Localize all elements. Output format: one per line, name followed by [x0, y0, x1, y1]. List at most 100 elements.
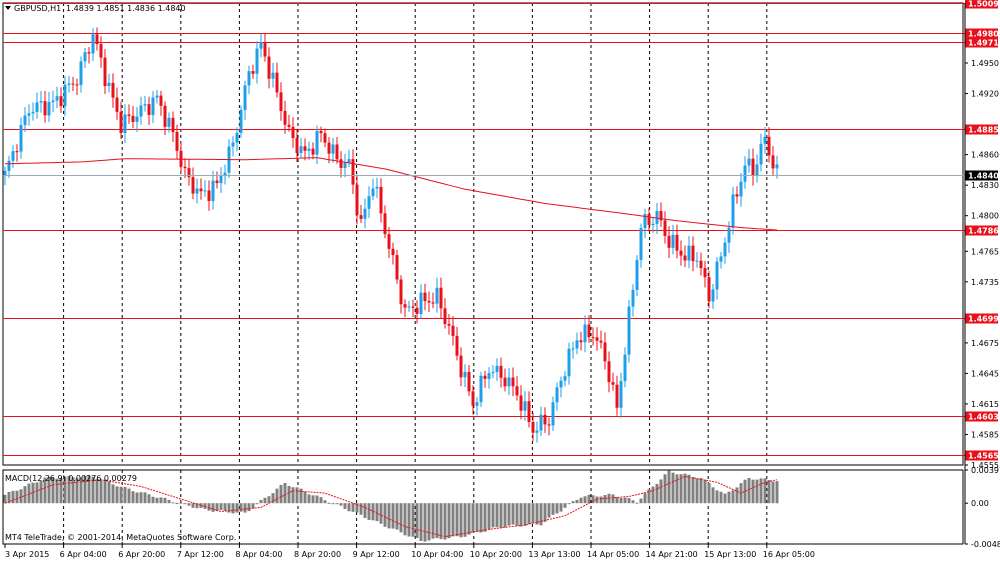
candle-body [207, 190, 211, 201]
macd-bar [171, 502, 175, 504]
candle-body [395, 255, 399, 280]
candle-body [515, 386, 519, 396]
level-tag [965, 450, 998, 461]
macd-bar [287, 485, 291, 504]
macd-bar [431, 503, 435, 539]
macd-bar [603, 494, 607, 504]
current-price-tag [965, 170, 998, 181]
price-axis[interactable]: 1.4950 1.4920 1.4860 1.4830 1.4800 1.4765 1.47… [964, 3, 999, 544]
level-tag [965, 313, 998, 324]
macd-bar [63, 476, 67, 504]
price-tick-label: 1.4800 [971, 212, 999, 221]
candle-body [347, 159, 351, 163]
macd-bar [119, 486, 123, 504]
candle-body [643, 214, 647, 229]
macd-bar [551, 503, 555, 515]
macd-bar [207, 503, 211, 511]
candle-body [451, 325, 455, 336]
candle-body [755, 164, 759, 176]
macd-bar [123, 486, 127, 504]
macd-bar [243, 503, 247, 513]
macd-bar [159, 497, 163, 504]
macd-bar [295, 487, 299, 504]
candle-body [631, 289, 635, 307]
candle-body [739, 181, 743, 197]
candle-body [583, 324, 587, 343]
macd-bar [67, 476, 71, 504]
triangle-down-icon[interactable] [5, 6, 11, 10]
candle-body [687, 245, 691, 261]
candle-body [711, 289, 715, 302]
macd-bar [719, 491, 723, 504]
candle-body [55, 96, 59, 101]
candle-body [123, 114, 127, 134]
copyright-text: MT4 TeleTrade, © 2001-2014, MetaQuotes S… [5, 533, 236, 542]
macd-bar [631, 500, 635, 504]
macd-bar [199, 503, 203, 508]
candle-body [351, 159, 355, 185]
macd-bar [155, 497, 159, 504]
candle-body [751, 158, 755, 176]
macd-bar [771, 481, 775, 504]
macd-bar [479, 503, 483, 533]
candle-body [99, 44, 103, 58]
macd-bar [667, 470, 671, 504]
candle-body [243, 85, 247, 110]
candle-body [667, 235, 671, 248]
candle-body [655, 210, 659, 224]
macd-bar [231, 503, 235, 514]
macd-bar [51, 477, 55, 504]
ohlc-readout: 1.4839 1.4851 1.4836 1.4840 [66, 4, 186, 13]
time-tick-label: 6 Apr 20:00 [118, 550, 165, 559]
price-tick-label: 1.4950 [971, 59, 999, 68]
candle-body [95, 34, 99, 45]
macd-bar [35, 482, 39, 504]
macd-bar [659, 479, 663, 504]
candle-body [611, 382, 615, 385]
macd-axis: 0.00397 0.00 -0.00488 [965, 466, 1000, 549]
macd-bar [327, 502, 331, 504]
macd-bar [255, 503, 259, 505]
candle-body [391, 248, 395, 256]
candle-body [251, 71, 255, 74]
candle-body [183, 166, 187, 169]
candle-body [143, 104, 147, 106]
candle-body [647, 214, 651, 225]
candle-body [551, 402, 555, 426]
candle-body [483, 375, 487, 379]
macd-bar [755, 479, 759, 504]
macd-bar [531, 503, 535, 524]
macd-bar [251, 503, 255, 509]
macd-bar [751, 479, 755, 504]
macd-bar [467, 503, 471, 535]
time-tick-label: 13 Apr 13:00 [528, 550, 580, 559]
candle-body [335, 144, 339, 160]
macd-bar [183, 503, 187, 505]
macd-frame-border [2, 469, 964, 545]
macd-bar [731, 490, 735, 504]
candle-body [499, 365, 503, 378]
candle-body [383, 213, 387, 235]
time-axis[interactable]: 3 Apr 2015 6 Apr 04:00 6 Apr 20:00 7 Apr 12… [4, 544, 815, 559]
macd-bar [635, 502, 639, 504]
level-tag [965, 37, 998, 48]
macd-bar [711, 487, 715, 504]
macd-bar [311, 495, 315, 504]
candle-body [447, 324, 451, 326]
macd-bar [291, 487, 295, 504]
macd-bar [511, 503, 515, 525]
moving-average-line [4, 157, 778, 231]
candle-body [343, 162, 347, 168]
macd-bar [663, 474, 667, 504]
macd-bar [559, 503, 563, 512]
candle-body [379, 186, 383, 214]
candle-body [635, 259, 639, 290]
macd-bar [451, 503, 455, 537]
candle-body [171, 117, 175, 132]
candle-body [675, 234, 679, 251]
macd-bar [115, 486, 119, 504]
candle-body [511, 377, 515, 387]
macd-bar [547, 503, 551, 518]
